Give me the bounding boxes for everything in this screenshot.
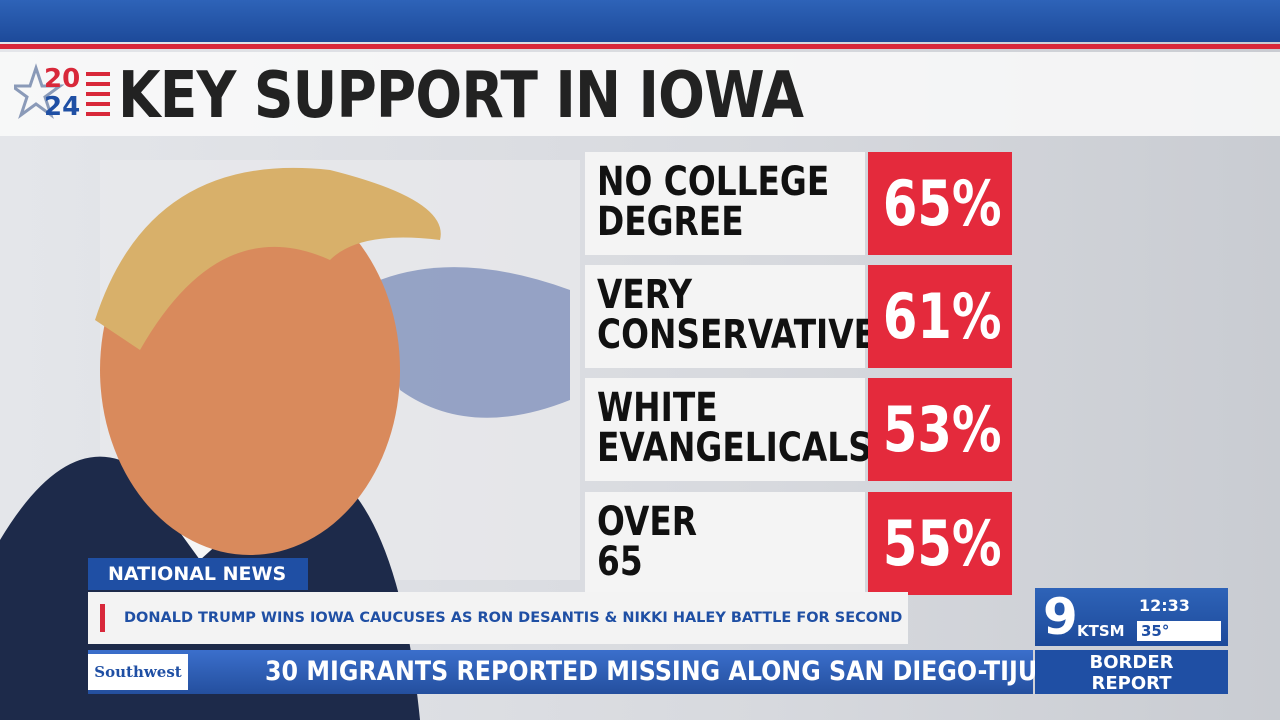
label-line: CONSERVATIVE [597, 312, 877, 358]
title-band [0, 52, 1280, 136]
label-line: OVER [597, 499, 698, 545]
ticker-text: 30 MIGRANTS REPORTED MISSING ALONG SAN D… [265, 656, 1094, 687]
row-value: 53% [868, 378, 1012, 481]
logo-bottom: 24 [44, 92, 81, 122]
section-tag: NATIONAL NEWS [88, 558, 308, 590]
label-line: 65 [597, 539, 643, 585]
time: 12:33 [1139, 596, 1190, 615]
logo-graphic [14, 63, 110, 119]
headline-accent [100, 604, 105, 632]
value-text: 53% [882, 393, 1002, 466]
headline: DONALD TRUMP WINS IOWA CAUCUSES AS RON D… [124, 610, 903, 626]
value-text: 61% [882, 280, 1002, 353]
ticker-bar [88, 650, 1033, 694]
temperature: 35° [1137, 621, 1221, 641]
title: KEY SUPPORT IN IOWA [118, 59, 804, 133]
red-stripe [0, 44, 1280, 49]
label-line: DEGREE [597, 199, 744, 245]
label-line: EVANGELICALS [597, 425, 872, 471]
row-value: 55% [868, 492, 1012, 595]
label-line: BORDER [1089, 652, 1174, 673]
label-line: REPORT [1091, 673, 1172, 694]
label-line: WHITE [597, 385, 718, 431]
logo-top: 20 [44, 64, 81, 94]
top-bar [0, 0, 1280, 42]
headline-box: DONALD TRUMP WINS IOWA CAUCUSES AS RON D… [88, 592, 908, 644]
row-label: NO COLLEGE DEGREE [585, 152, 865, 255]
value-text: 65% [882, 167, 1002, 240]
row-value: 65% [868, 152, 1012, 255]
label-line: VERY [597, 272, 693, 318]
label-line: NO COLLEGE [597, 159, 830, 205]
ticker-label: BORDER REPORT [1035, 650, 1228, 694]
call-sign: KTSM [1077, 622, 1125, 640]
table-row: WHITE EVANGELICALS 53% [585, 378, 1012, 481]
table-row: OVER 65 55% [585, 492, 1012, 595]
station-bug: 9 KTSM 12:33 35° [1035, 588, 1228, 646]
election-logo: 20 24 [14, 62, 114, 126]
value-text: 55% [882, 507, 1002, 580]
row-label: WHITE EVANGELICALS [585, 378, 872, 481]
row-label: OVER 65 [585, 492, 865, 595]
sponsor: Southwest [88, 654, 188, 690]
table-row: NO COLLEGE DEGREE 65% [585, 152, 1012, 255]
row-label: VERY CONSERVATIVE [585, 265, 877, 368]
row-value: 61% [868, 265, 1012, 368]
table-row: VERY CONSERVATIVE 61% [585, 265, 1012, 368]
channel: 9 [1043, 588, 1078, 646]
